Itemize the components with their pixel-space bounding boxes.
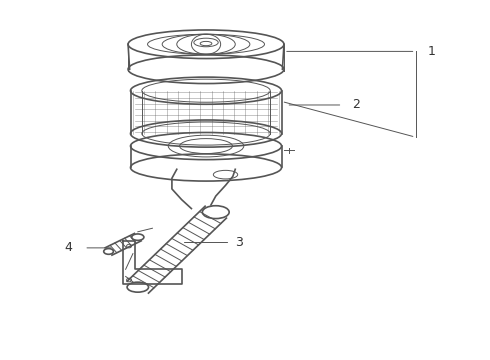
Text: 4: 4: [64, 241, 72, 255]
Text: 3: 3: [235, 236, 243, 249]
Text: 2: 2: [352, 99, 360, 112]
Text: 1: 1: [428, 45, 436, 58]
